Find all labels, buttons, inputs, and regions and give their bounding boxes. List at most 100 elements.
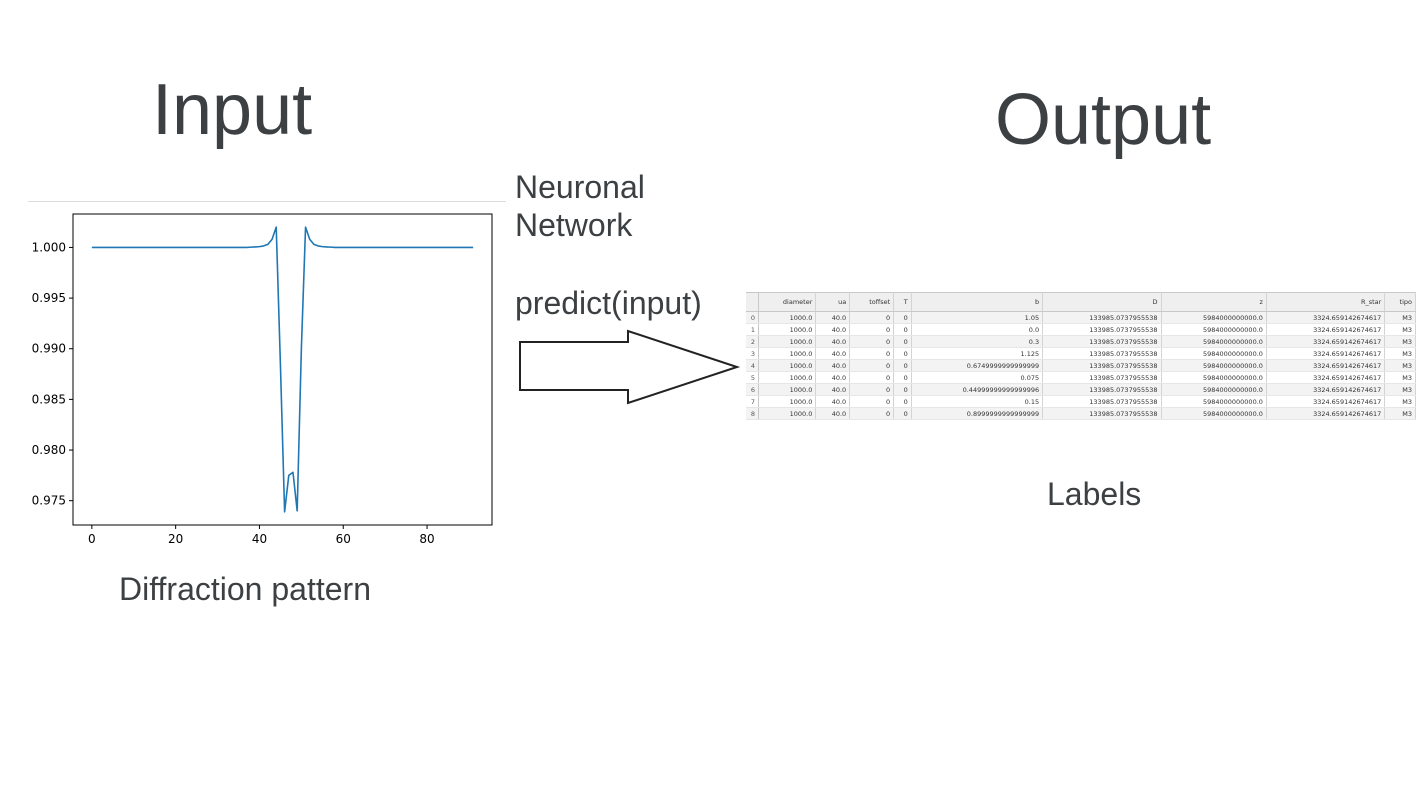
table-cell: 133985.0737955538 xyxy=(1042,395,1162,408)
table-cell: 0 xyxy=(849,323,895,336)
row-index: 3 xyxy=(746,347,759,360)
table-cell: 3324.659142674617 xyxy=(1266,335,1386,348)
table-cell: 40.0 xyxy=(815,323,851,336)
table-cell: 0.075 xyxy=(911,371,1044,384)
table-cell: M3 xyxy=(1384,371,1416,384)
table-cell: 1000.0 xyxy=(758,371,817,384)
y-tick-label: 0.980 xyxy=(32,443,66,457)
diffraction-pattern-caption: Diffraction pattern xyxy=(119,571,371,607)
table-cell: 3324.659142674617 xyxy=(1266,371,1386,384)
table-cell: 1000.0 xyxy=(758,359,817,372)
table-cell: 40.0 xyxy=(815,335,851,348)
table-cell: 133985.0737955538 xyxy=(1042,347,1162,360)
table-cell: 133985.0737955538 xyxy=(1042,371,1162,384)
y-tick-label: 0.995 xyxy=(32,291,66,305)
output-title: Output xyxy=(995,80,1212,160)
table-cell: 5984000000000.0 xyxy=(1161,323,1267,336)
table-cell: 3324.659142674617 xyxy=(1266,395,1386,408)
x-tick-label: 0 xyxy=(88,532,96,546)
column-header: tipo xyxy=(1384,292,1416,312)
diffraction-chart: 0 20 40 60 80 0.975 0.980 0.985 0.990 0.995 1.000 xyxy=(32,213,493,546)
row-index: 8 xyxy=(746,407,759,420)
table-cell: 3324.659142674617 xyxy=(1266,407,1386,420)
table-cell: 0.6749999999999999 xyxy=(911,359,1044,372)
divider xyxy=(28,201,506,202)
x-tick-label: 40 xyxy=(252,532,267,546)
table-cell: 1000.0 xyxy=(758,395,817,408)
column-header: z xyxy=(1161,292,1267,312)
table-cell: 0.3 xyxy=(911,335,1044,348)
table-cell: 0 xyxy=(893,323,912,336)
table-cell: M3 xyxy=(1384,335,1416,348)
table-cell: 133985.0737955538 xyxy=(1042,323,1162,336)
column-header: ua xyxy=(815,292,851,312)
table-row: 5 1000.0 40.0 0 0 0.075 133985.0737955538 59840… xyxy=(746,371,1416,384)
table-row: 1 1000.0 40.0 0 0 0.0 133985.0737955538 5984000… xyxy=(746,323,1416,336)
column-header: toffset xyxy=(849,292,895,312)
table-cell: 40.0 xyxy=(815,347,851,360)
table-cell: 3324.659142674617 xyxy=(1266,347,1386,360)
table-cell: 1000.0 xyxy=(758,347,817,360)
x-tick-label: 60 xyxy=(336,532,351,546)
table-cell: 1000.0 xyxy=(758,323,817,336)
table-cell: 0 xyxy=(849,383,895,396)
table-cell: 1.05 xyxy=(911,311,1044,324)
column-header: T xyxy=(893,292,912,312)
table-cell: 1000.0 xyxy=(758,311,817,324)
table-cell: 40.0 xyxy=(815,371,851,384)
table-cell: M3 xyxy=(1384,311,1416,324)
table-cell: 40.0 xyxy=(815,383,851,396)
table-cell: 1000.0 xyxy=(758,383,817,396)
table-cell: 0 xyxy=(849,395,895,408)
table-cell: 0 xyxy=(893,347,912,360)
table-cell: 5984000000000.0 xyxy=(1161,371,1267,384)
table-cell: 5984000000000.0 xyxy=(1161,383,1267,396)
table-cell: 0 xyxy=(893,383,912,396)
input-title: Input xyxy=(152,70,313,150)
row-index: 1 xyxy=(746,323,759,336)
column-header: b xyxy=(911,292,1044,312)
table-cell: 40.0 xyxy=(815,359,851,372)
table-cell: 5984000000000.0 xyxy=(1161,359,1267,372)
table-cell: 0 xyxy=(893,359,912,372)
table-cell: 5984000000000.0 xyxy=(1161,335,1267,348)
y-tick-label: 1.000 xyxy=(32,240,66,254)
table-cell: 0 xyxy=(893,311,912,324)
table-cell: 0 xyxy=(893,371,912,384)
table-cell: 1000.0 xyxy=(758,335,817,348)
table-cell: M3 xyxy=(1384,383,1416,396)
series-line xyxy=(91,226,474,513)
chart-layer: 0 20 40 60 80 0.975 0.980 0.985 0.990 0.995 1.000 xyxy=(32,213,493,546)
row-index: 0 xyxy=(746,311,759,324)
table-cell: 0 xyxy=(849,359,895,372)
labels-caption: Labels xyxy=(1047,476,1142,512)
table-cell: 0.8999999999999999 xyxy=(911,407,1044,420)
column-header: diameter xyxy=(758,292,817,312)
column-header: D xyxy=(1042,292,1162,312)
table-cell: 133985.0737955538 xyxy=(1042,383,1162,396)
column-header: R_star xyxy=(1266,292,1386,312)
table-cell: 0.44999999999999996 xyxy=(911,383,1044,396)
table-row: 3 1000.0 40.0 0 0 1.125 133985.0737955538 59840… xyxy=(746,347,1416,360)
table-cell: 3324.659142674617 xyxy=(1266,383,1386,396)
table-row: 0 1000.0 40.0 0 0 1.05 133985.0737955538 598400… xyxy=(746,311,1416,324)
table-cell: 40.0 xyxy=(815,407,851,420)
neural-network-label: Neuronal Network xyxy=(515,168,645,244)
row-index: 5 xyxy=(746,371,759,384)
row-index: 2 xyxy=(746,335,759,348)
table-cell: M3 xyxy=(1384,359,1416,372)
index-header xyxy=(746,292,759,312)
table-cell: 5984000000000.0 xyxy=(1161,395,1267,408)
table-cell: 0 xyxy=(893,395,912,408)
table-cell: 133985.0737955538 xyxy=(1042,311,1162,324)
table-cell: 0 xyxy=(849,407,895,420)
nn-line2: Network xyxy=(515,207,633,243)
table-cell: 3324.659142674617 xyxy=(1266,359,1386,372)
table-row: 4 1000.0 40.0 0 0 0.6749999999999999 133985.07… xyxy=(746,359,1416,372)
row-index: 4 xyxy=(746,359,759,372)
table-row: 2 1000.0 40.0 0 0 0.3 133985.0737955538 5984000… xyxy=(746,335,1416,348)
table-cell: 0 xyxy=(893,335,912,348)
table-cell: 5984000000000.0 xyxy=(1161,347,1267,360)
table-cell: 0 xyxy=(849,335,895,348)
